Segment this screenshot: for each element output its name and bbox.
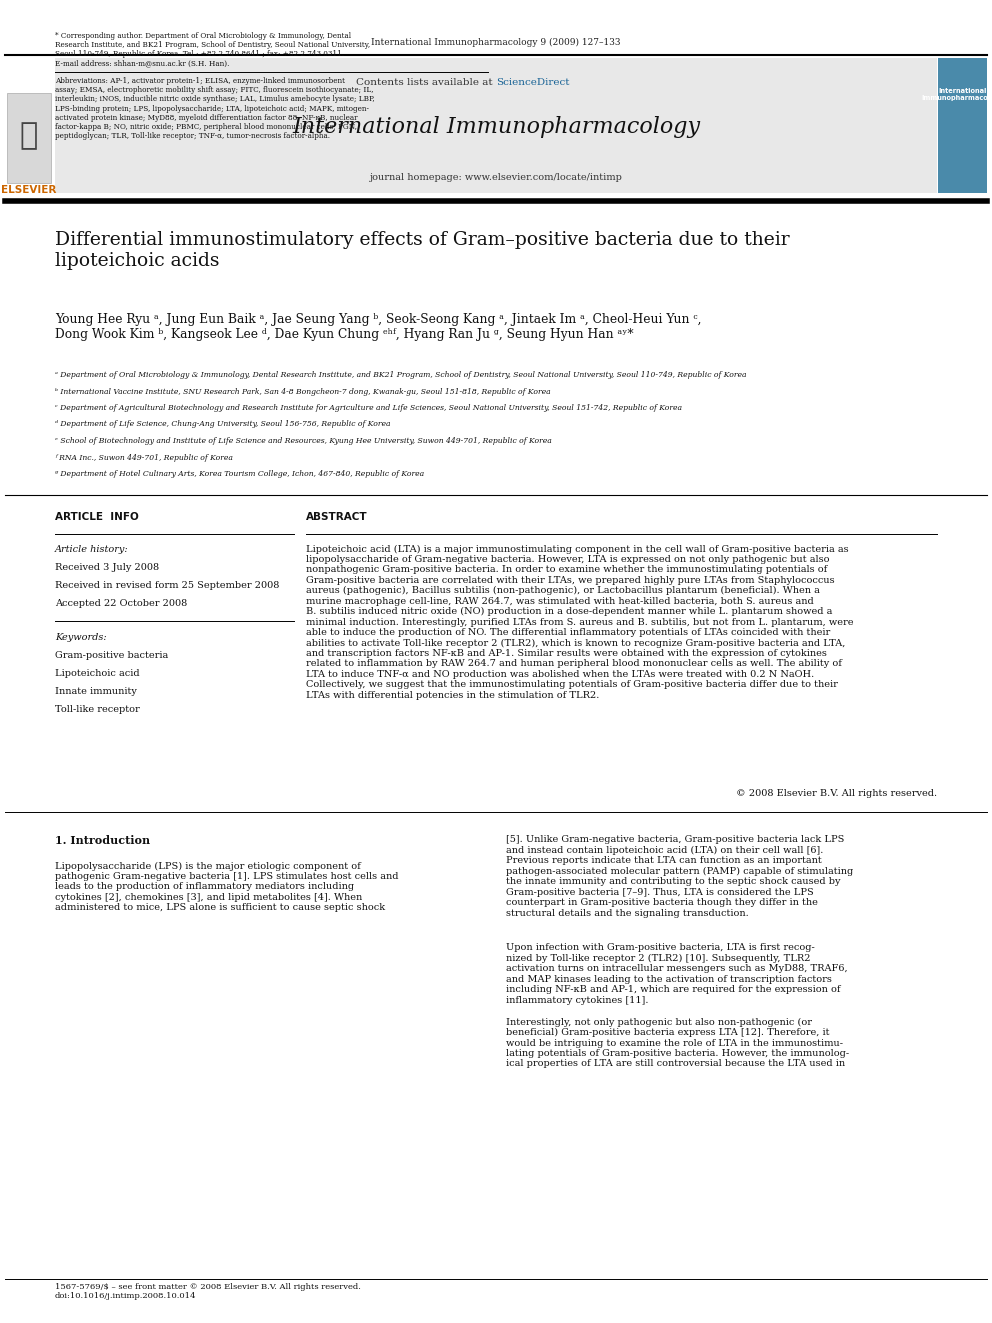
Text: [5]. Unlike Gram-negative bacteria, Gram-positive bacteria lack LPS
and instead : [5]. Unlike Gram-negative bacteria, Gram… <box>506 836 853 918</box>
Text: 1. Introduction: 1. Introduction <box>55 836 150 847</box>
Text: Lipoteichoic acid (LTA) is a major immunostimulating component in the cell wall : Lipoteichoic acid (LTA) is a major immun… <box>307 545 854 700</box>
Text: ELSEVIER: ELSEVIER <box>1 185 57 194</box>
Text: Young Hee Ryu ᵃ, Jung Eun Baik ᵃ, Jae Seung Yang ᵇ, Seok-Seong Kang ᵃ, Jintaek I: Young Hee Ryu ᵃ, Jung Eun Baik ᵃ, Jae Se… <box>55 314 701 341</box>
Text: Accepted 22 October 2008: Accepted 22 October 2008 <box>55 599 187 609</box>
Text: * Corresponding author. Department of Oral Microbiology & Immunology, Dental
Res: * Corresponding author. Department of Or… <box>55 32 370 67</box>
Text: ᵃ Department of Oral Microbiology & Immunology, Dental Research Institute, and B: ᵃ Department of Oral Microbiology & Immu… <box>55 370 747 378</box>
Text: ᵇ International Vaccine Institute, SNU Research Park, San 4-8 Bongcheon-7 dong, : ᵇ International Vaccine Institute, SNU R… <box>55 388 551 396</box>
Text: Lipopolysaccharide (LPS) is the major etiologic component of
pathogenic Gram-neg: Lipopolysaccharide (LPS) is the major et… <box>55 861 399 913</box>
Text: ABSTRACT: ABSTRACT <box>307 512 368 523</box>
Text: ARTICLE  INFO: ARTICLE INFO <box>55 512 139 523</box>
Bar <box>938 58 987 193</box>
Text: journal homepage: www.elsevier.com/locate/intimp: journal homepage: www.elsevier.com/locat… <box>370 173 622 183</box>
Bar <box>5 58 55 193</box>
Text: ᵈ Department of Life Science, Chung-Ang University, Seoul 156-756, Republic of K: ᵈ Department of Life Science, Chung-Ang … <box>55 421 391 429</box>
Text: © 2008 Elsevier B.V. All rights reserved.: © 2008 Elsevier B.V. All rights reserved… <box>736 790 937 799</box>
Text: International
Immunopharmacology: International Immunopharmacology <box>922 89 992 101</box>
Text: Article history:: Article history: <box>55 545 129 553</box>
Text: 🌳: 🌳 <box>20 120 38 149</box>
Text: ᶠ RNA Inc., Suwon 449-701, Republic of Korea: ᶠ RNA Inc., Suwon 449-701, Republic of K… <box>55 454 233 462</box>
Bar <box>55 58 937 193</box>
Text: Innate immunity: Innate immunity <box>55 688 137 696</box>
Text: ᶜ Department of Agricultural Biotechnology and Research Institute for Agricultur: ᶜ Department of Agricultural Biotechnolo… <box>55 404 682 411</box>
Text: Differential immunostimulatory effects of Gram–positive bacteria due to their
li: Differential immunostimulatory effects o… <box>55 232 790 270</box>
Text: Gram-positive bacteria: Gram-positive bacteria <box>55 651 169 660</box>
Text: Toll-like receptor: Toll-like receptor <box>55 705 140 714</box>
Text: International Immunopharmacology 9 (2009) 127–133: International Immunopharmacology 9 (2009… <box>371 38 621 48</box>
Text: Contents lists available at: Contents lists available at <box>356 78 496 87</box>
Text: Abbreviations: AP-1, activator protein-1; ELISA, enzyme-linked immunosorbent
ass: Abbreviations: AP-1, activator protein-1… <box>55 77 375 140</box>
Text: ᵉ School of Biotechnology and Institute of Life Science and Resources, Kyung Hee: ᵉ School of Biotechnology and Institute … <box>55 437 552 445</box>
Text: ᵍ Department of Hotel Culinary Arts, Korea Tourism College, Ichon, 467-840, Repu: ᵍ Department of Hotel Culinary Arts, Kor… <box>55 470 425 478</box>
Text: 1567-5769/$ – see front matter © 2008 Elsevier B.V. All rights reserved.
doi:10.: 1567-5769/$ – see front matter © 2008 El… <box>55 1283 361 1301</box>
Text: ScienceDirect: ScienceDirect <box>496 78 569 87</box>
Text: Lipoteichoic acid: Lipoteichoic acid <box>55 669 140 679</box>
Bar <box>7 93 51 183</box>
Text: Upon infection with Gram-positive bacteria, LTA is first recog-
nized by Toll-li: Upon infection with Gram-positive bacter… <box>506 943 847 1004</box>
Text: Interestingly, not only pathogenic but also non-pathogenic (or
beneficial) Gram-: Interestingly, not only pathogenic but a… <box>506 1017 849 1069</box>
Text: International Immunopharmacology: International Immunopharmacology <box>292 116 700 138</box>
Text: Received in revised form 25 September 2008: Received in revised form 25 September 20… <box>55 582 280 590</box>
Text: Received 3 July 2008: Received 3 July 2008 <box>55 564 159 573</box>
Text: Keywords:: Keywords: <box>55 632 106 642</box>
